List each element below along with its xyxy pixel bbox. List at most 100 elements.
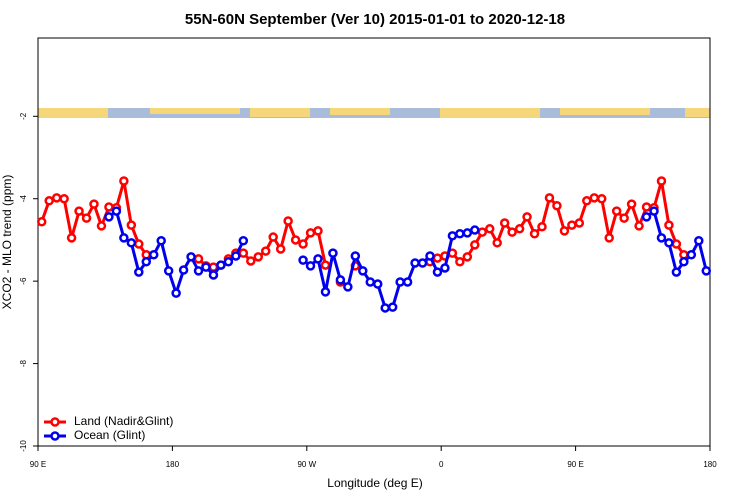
x-tick-label: 90 E	[567, 460, 583, 469]
data-point	[59, 193, 69, 204]
data-point	[36, 217, 47, 227]
data-point	[253, 252, 264, 262]
data-point	[470, 225, 480, 235]
data-point	[216, 260, 226, 270]
data-point	[619, 213, 629, 223]
data-point	[641, 212, 652, 222]
data-point	[238, 248, 249, 258]
data-point	[283, 216, 293, 226]
data-point	[320, 260, 331, 270]
data-point	[111, 206, 122, 216]
map-strip	[38, 108, 710, 118]
data-point	[664, 220, 674, 230]
data-point	[350, 251, 361, 261]
data-point	[522, 212, 532, 222]
data-point	[51, 193, 62, 203]
plot-frame	[37, 37, 711, 447]
data-point	[679, 257, 689, 267]
data-point	[656, 176, 667, 186]
data-point	[447, 231, 458, 241]
data-point	[208, 270, 219, 280]
data-point	[335, 275, 346, 285]
data-point	[537, 222, 547, 232]
data-point	[178, 265, 189, 275]
data-point	[701, 266, 712, 276]
data-point	[148, 250, 159, 260]
data-point	[410, 258, 420, 268]
data-point	[686, 250, 697, 260]
data-point	[417, 258, 428, 268]
data-point	[74, 206, 84, 216]
legend-marker	[50, 431, 60, 441]
data-point	[275, 244, 286, 254]
data-point	[455, 229, 465, 239]
data-point	[552, 200, 562, 211]
data-point	[582, 196, 592, 206]
data-point	[432, 267, 443, 277]
data-point	[119, 176, 129, 186]
data-point	[365, 277, 376, 287]
data-point	[328, 248, 338, 258]
x-tick-label: 90 E	[30, 460, 46, 469]
legend-marker	[50, 417, 60, 427]
x-tick-label: 180	[166, 460, 180, 469]
data-point	[671, 239, 682, 249]
series-line	[40, 180, 686, 269]
legend-label: Land (Nadir&Glint)	[74, 414, 173, 428]
data-point	[104, 202, 114, 212]
data-point	[484, 224, 495, 234]
data-point	[425, 251, 435, 261]
y-tick-label: -8	[19, 359, 28, 367]
data-point	[119, 233, 129, 243]
data-point	[499, 218, 510, 228]
data-point	[89, 199, 99, 209]
legend-label: Ocean (Glint)	[74, 428, 145, 442]
data-point	[223, 257, 234, 267]
data-point	[186, 252, 196, 262]
data-point	[238, 236, 249, 246]
data-point	[626, 199, 637, 209]
data-point	[372, 279, 383, 289]
data-point	[604, 233, 614, 243]
x-axis-label: Longitude (deg E)	[327, 476, 422, 490]
data-point	[193, 254, 204, 264]
data-point	[104, 212, 114, 222]
data-point	[492, 238, 502, 248]
data-point	[694, 236, 704, 246]
data-point	[656, 233, 667, 243]
data-point	[574, 218, 585, 228]
legend: Land (Nadir&Glint)Ocean (Glint)	[44, 414, 173, 442]
data-point	[611, 206, 622, 216]
data-point	[455, 257, 465, 267]
data-point	[126, 220, 137, 230]
data-point	[395, 277, 405, 287]
data-point	[156, 236, 166, 246]
data-point	[649, 206, 659, 216]
data-point	[313, 226, 323, 236]
data-point	[507, 227, 517, 237]
data-point	[432, 253, 443, 263]
data-point	[529, 229, 540, 239]
y-tick-label: -10	[19, 440, 28, 452]
data-point	[298, 239, 308, 249]
data-point	[201, 262, 211, 272]
data-point	[305, 261, 316, 271]
data-point	[171, 288, 181, 298]
data-point	[559, 226, 570, 236]
data-point	[380, 303, 390, 313]
data-point	[298, 255, 308, 265]
chart-title: 55N-60N September (Ver 10) 2015-01-01 to…	[185, 11, 565, 28]
y-tick-label: -4	[19, 195, 28, 203]
data-point	[634, 221, 644, 231]
data-point	[544, 193, 555, 203]
y-tick-label: -2	[19, 112, 28, 120]
data-point	[596, 193, 607, 204]
data-point	[134, 267, 144, 277]
x-tick-label: 0	[439, 460, 444, 469]
data-point	[402, 277, 413, 287]
data-point	[440, 263, 450, 273]
data-point	[641, 202, 652, 212]
data-point	[246, 256, 256, 266]
data-point	[268, 232, 278, 242]
